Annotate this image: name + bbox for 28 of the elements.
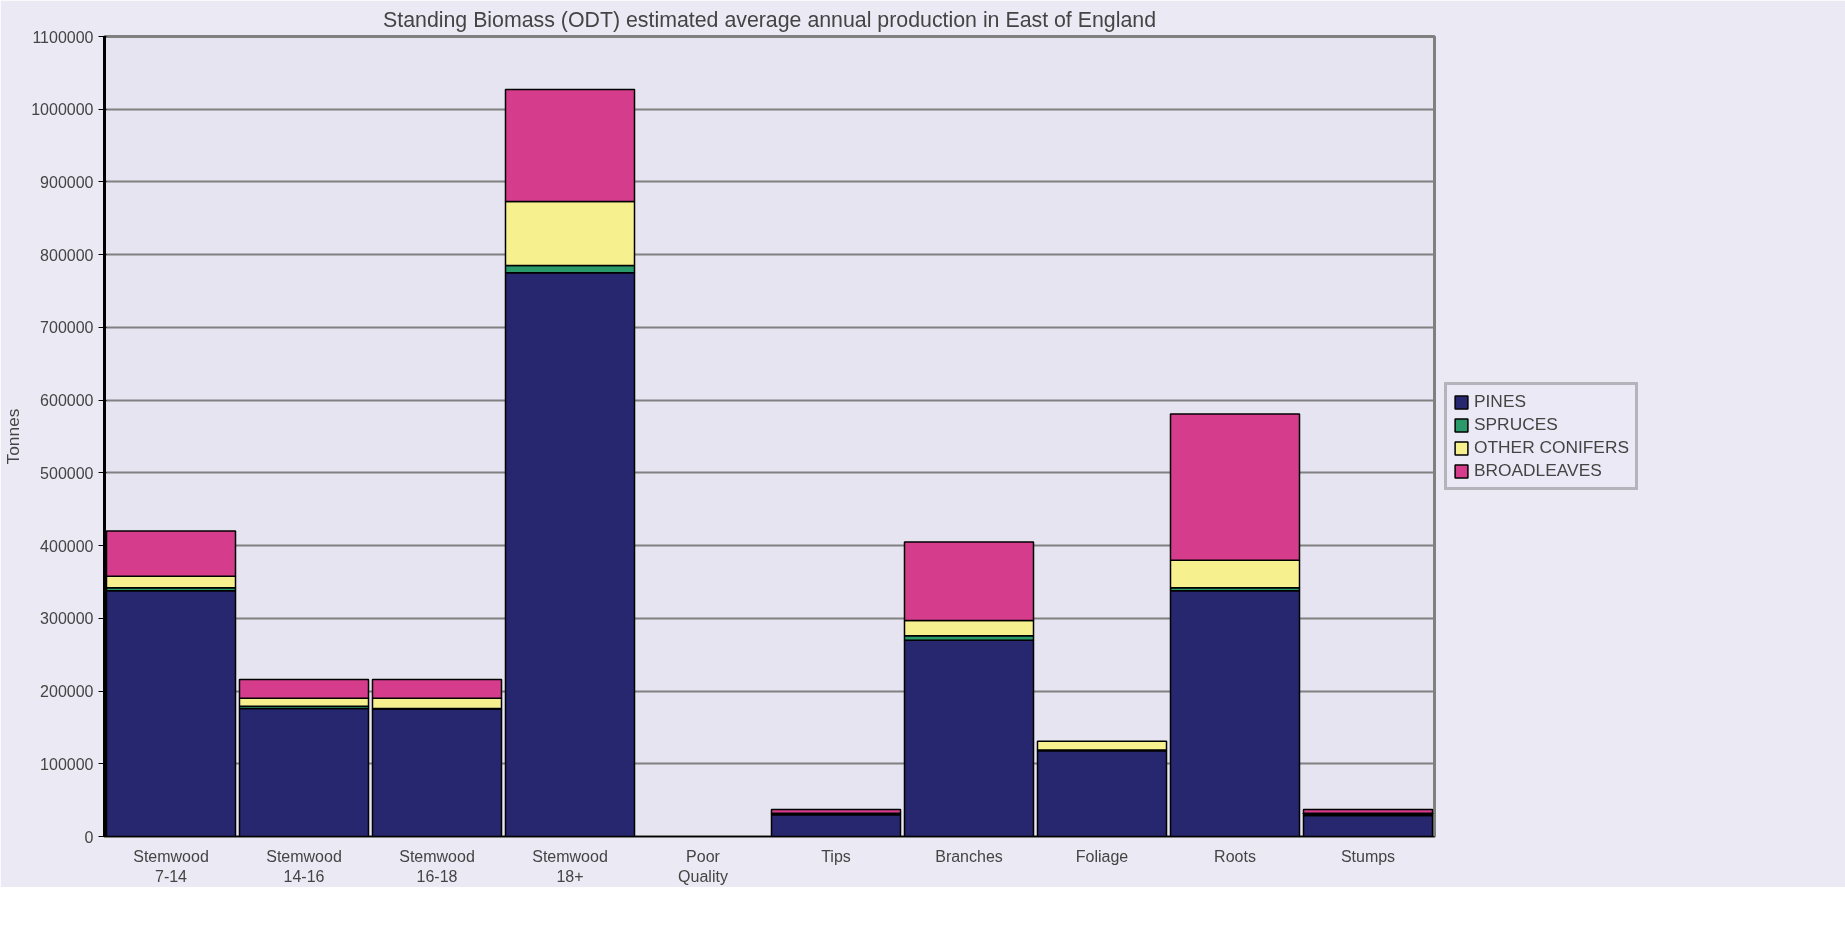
x-tick-label: Stumps: [1340, 847, 1396, 865]
y-tick-label: 800000: [40, 246, 94, 264]
legend-label: OTHER CONIFERS: [1474, 437, 1629, 458]
x-tick-label: Branches: [935, 847, 1003, 865]
y-tick-label: 700000: [40, 319, 94, 337]
y-tick-label: 500000: [40, 464, 94, 482]
x-tick-label: Foliage: [1075, 847, 1129, 865]
legend-label: SPRUCES: [1474, 414, 1558, 435]
y-tick-label: 1100000: [32, 28, 94, 46]
x-tick-label: Poor Quality: [678, 847, 728, 885]
x-tick-label: Tips: [821, 847, 851, 865]
y-tick-label: 600000: [40, 392, 94, 410]
y-tick-label: 0: [84, 828, 94, 846]
x-tick-label: Roots: [1214, 847, 1256, 865]
x-tick-label: Stemwood 18+: [532, 847, 608, 885]
y-tick-label: 300000: [40, 610, 94, 628]
y-tick-label: 100000: [40, 755, 94, 773]
chart-title: Standing Biomass (ODT) estimated average annual production in East of England: [383, 7, 1157, 32]
legend-label: BROADLEAVES: [1474, 460, 1602, 481]
y-tick-label: 200000: [40, 683, 94, 701]
y-tick-label: 1000000: [31, 101, 94, 119]
y-tick-label: 400000: [40, 537, 94, 555]
x-tick-label: Stemwood 14-16: [266, 847, 342, 885]
x-tick-label: Stemwood 16-18: [399, 847, 475, 885]
legend-label: PINES: [1474, 391, 1527, 412]
x-tick-label: Stemwood 7-14: [133, 847, 209, 885]
y-tick-label: 900000: [40, 173, 94, 191]
y-axis-title: Tonnes: [3, 408, 24, 465]
